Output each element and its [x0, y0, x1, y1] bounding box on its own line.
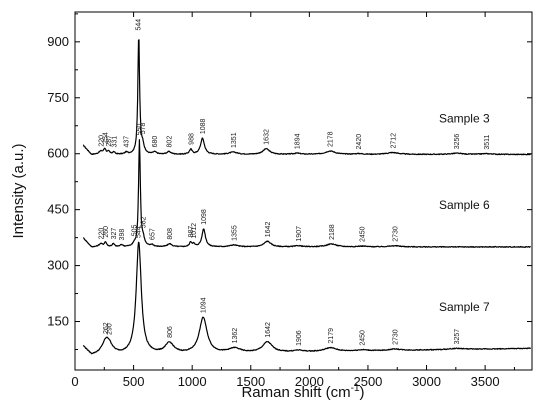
peak-label: 220 [98, 135, 105, 147]
series-label: Sample 7 [439, 300, 490, 314]
series-layer [82, 39, 532, 355]
y-tick-label: 300 [47, 258, 69, 273]
x-tick-label: 1000 [178, 374, 207, 389]
peak-label: 505 [132, 224, 139, 236]
peak-label: 290 [106, 323, 113, 335]
peak-label: 1894 [294, 133, 301, 149]
peak-label: 398 [119, 229, 126, 241]
peak-label: 287 [106, 135, 113, 147]
peak-label: 1642 [265, 322, 272, 338]
spectrum-line [82, 39, 532, 156]
peak-label: 1362 [232, 328, 239, 344]
plot-frame [74, 11, 533, 371]
peak-label: 260 [103, 226, 110, 238]
peak-label: 808 [167, 228, 174, 240]
peak-label: 2450 [360, 226, 367, 242]
peak-label: 2188 [329, 224, 336, 240]
peak-label: 988 [188, 133, 195, 145]
x-axis-title: Raman shift (cm-1) [241, 383, 364, 401]
spectrum-line [82, 241, 532, 355]
peak-label: 578 [140, 123, 147, 135]
x-tick-label: 2500 [353, 374, 382, 389]
x-tick-label: 500 [123, 374, 145, 389]
peak-label: 1906 [296, 330, 303, 346]
peak-label: 2178 [328, 131, 335, 147]
y-tick-label: 150 [47, 314, 69, 329]
peak-label: 1098 [201, 209, 208, 225]
peak-label: 1632 [264, 129, 271, 145]
peak-label: 657 [149, 228, 156, 240]
peak-label: 220 [98, 228, 105, 240]
peak-label: 1094 [201, 297, 208, 313]
peak-label: 262 [103, 322, 110, 334]
y-axis: 150 300 450 600 750 900 [47, 13, 532, 350]
x-tick-label: 2000 [295, 374, 324, 389]
peak-label: 582 [141, 216, 148, 228]
peak-label: 1351 [231, 132, 238, 148]
series-label: Sample 6 [439, 198, 490, 212]
peak-label: 1355 [231, 225, 238, 241]
peak-label: 1088 [200, 118, 207, 134]
peak-label: 2420 [356, 134, 363, 150]
peak-label: 3257 [454, 329, 461, 345]
peak-label: 802 [166, 136, 173, 148]
peak-label: 437 [124, 136, 131, 148]
peak-label: 3256 [454, 134, 461, 150]
x-tick-label: 0 [71, 374, 78, 389]
peak-label: 550 [136, 123, 143, 135]
x-tick-label: 1500 [236, 374, 265, 389]
peak-label: 3511 [484, 134, 491, 149]
peak-label: 327 [111, 228, 118, 240]
peak-label: 2179 [328, 328, 335, 344]
y-tick-label: 450 [47, 202, 69, 217]
series-label: Sample 3 [439, 111, 490, 125]
y-tick-label: 600 [47, 146, 69, 161]
y-tick-label: 900 [47, 34, 69, 49]
peak-label: 544 [136, 19, 143, 31]
peak-label: 254 [102, 132, 109, 144]
peak-label: 2730 [392, 226, 399, 242]
peak-label: 806 [167, 326, 174, 338]
peak-label: 2450 [360, 330, 367, 346]
y-axis-title: Intensity (a.u.) [10, 143, 27, 238]
x-tick-label: 3000 [412, 374, 441, 389]
x-tick-label: 3500 [471, 374, 500, 389]
x-axis: 0 500 1000 1500 2000 2500 3000 3500 [71, 12, 515, 389]
peak-label: 1642 [265, 222, 272, 238]
spectrum-line [83, 139, 531, 248]
peak-label: 544 [136, 226, 143, 238]
peak-label: 1907 [296, 226, 303, 242]
peak-label: 331 [111, 136, 118, 148]
peak-label: 2712 [390, 133, 397, 149]
peak-label: 1012 [191, 223, 198, 239]
peak-label: 987 [188, 226, 195, 238]
y-tick-label: 750 [47, 90, 69, 105]
peak-label: 680 [152, 136, 159, 148]
peak-label: 2730 [392, 329, 399, 345]
